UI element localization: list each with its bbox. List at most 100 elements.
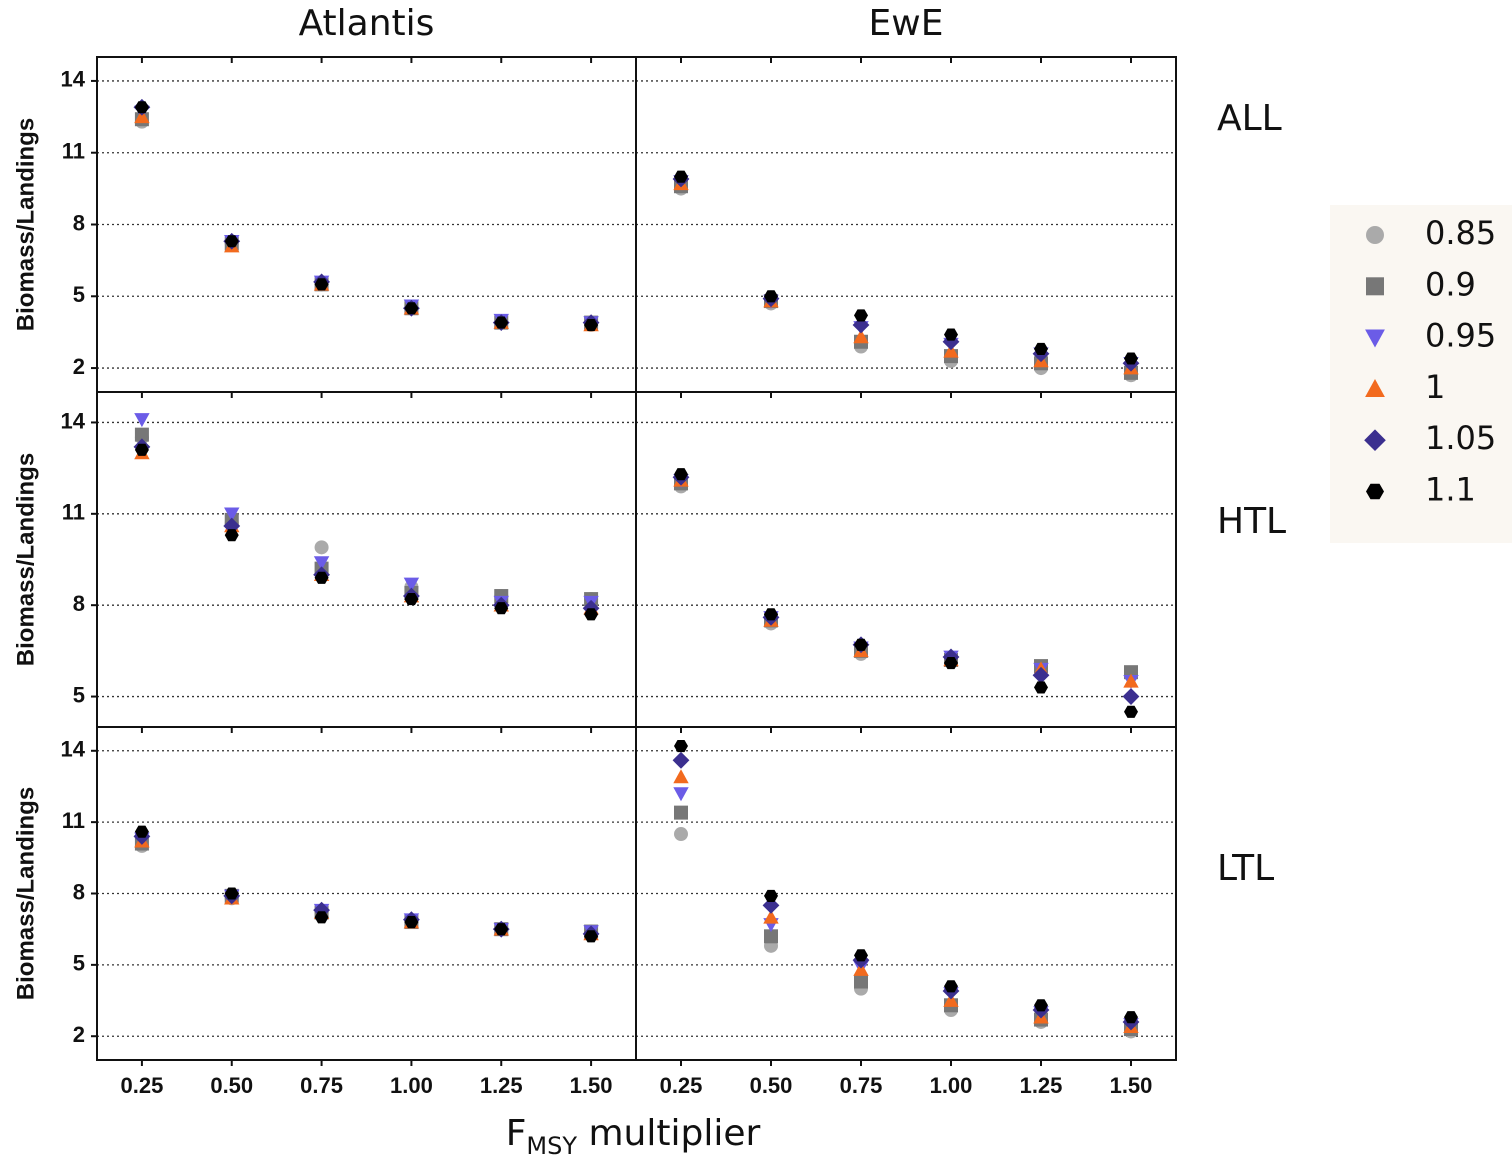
point	[1124, 352, 1138, 365]
point	[224, 887, 239, 900]
legend-label: 1	[1425, 368, 1445, 406]
point	[134, 443, 149, 456]
point	[674, 170, 688, 183]
point	[852, 316, 870, 334]
column-title: EwE	[869, 3, 944, 44]
x-axis-label-part: F	[506, 1113, 527, 1154]
point	[314, 571, 329, 584]
legend-marker	[1365, 379, 1385, 397]
point	[584, 608, 599, 621]
panel-frame	[635, 726, 1177, 1061]
y-tick-label: 8	[73, 210, 85, 235]
point	[762, 896, 780, 914]
point	[134, 413, 150, 428]
x-tick-label: 0.50	[210, 1073, 253, 1098]
x-tick-label: 1.50	[570, 1073, 613, 1098]
point	[314, 278, 329, 291]
y-tick-label: 11	[62, 808, 85, 833]
point	[1124, 705, 1138, 718]
point	[944, 656, 958, 670]
x-tick-label: 1.00	[390, 1073, 433, 1098]
point	[494, 316, 509, 329]
point	[672, 751, 690, 769]
point	[944, 328, 958, 341]
point	[854, 638, 868, 651]
point	[763, 909, 779, 924]
legend-label: 0.95	[1425, 317, 1496, 355]
legend-marker	[1366, 483, 1384, 500]
legend-marker	[1364, 429, 1386, 451]
point	[764, 608, 778, 621]
y-tick-label: 14	[61, 737, 86, 762]
point	[674, 805, 688, 820]
point	[584, 930, 599, 943]
point	[224, 529, 239, 542]
y-tick-label: 2	[73, 354, 85, 379]
y-tick-label: 11	[62, 139, 85, 164]
point	[404, 302, 419, 315]
y-tick-label: 8	[73, 591, 85, 616]
row-label: HTL	[1217, 501, 1286, 542]
y-tick-label: 2	[73, 1022, 85, 1047]
point	[942, 333, 960, 351]
point	[1123, 673, 1139, 688]
y-tick-label: 5	[73, 682, 85, 707]
legend-marker	[1366, 277, 1384, 296]
point	[854, 309, 868, 322]
point	[764, 290, 778, 303]
y-axis-label: Biomass/Landings	[12, 453, 39, 666]
point	[853, 329, 869, 344]
point	[134, 109, 150, 124]
point	[853, 961, 869, 976]
point	[674, 827, 688, 842]
point	[314, 540, 329, 555]
y-axis-label: Biomass/Landings	[12, 118, 39, 331]
point	[404, 915, 419, 929]
point	[134, 825, 149, 838]
point	[314, 911, 329, 924]
point	[854, 974, 868, 989]
point	[944, 980, 958, 993]
x-tick-label: 1.50	[1110, 1073, 1153, 1098]
legend-marker	[1365, 329, 1385, 348]
x-tick-label: 0.25	[121, 1073, 164, 1098]
point	[404, 593, 419, 606]
y-tick-label: 14	[61, 408, 86, 433]
y-tick-label: 8	[73, 879, 85, 904]
y-tick-label: 5	[73, 951, 85, 976]
point	[313, 556, 330, 571]
point	[134, 427, 149, 442]
point	[674, 468, 688, 481]
x-axis-label-part: multiplier	[577, 1113, 760, 1154]
panel-frame	[96, 391, 637, 728]
point	[1034, 342, 1048, 355]
point	[134, 101, 149, 114]
y-tick-label: 5	[73, 282, 85, 307]
x-tick-label: 0.25	[660, 1073, 703, 1098]
row-label: LTL	[1217, 848, 1274, 889]
point	[943, 343, 959, 358]
point	[1034, 999, 1048, 1012]
point	[403, 577, 420, 592]
panel-frame	[635, 391, 1177, 728]
x-tick-label: 0.75	[840, 1073, 883, 1098]
y-tick-label: 14	[61, 67, 86, 92]
x-tick-label: 1.25	[480, 1073, 523, 1098]
point	[854, 949, 868, 962]
legend-label: 1.05	[1425, 419, 1496, 457]
point	[674, 739, 688, 753]
point	[1032, 666, 1050, 684]
point	[1122, 688, 1140, 705]
point	[224, 235, 239, 248]
point	[584, 318, 599, 332]
point	[673, 769, 689, 784]
x-axis-label-part: MSY	[526, 1132, 577, 1160]
x-tick-label: 1.25	[1020, 1073, 1063, 1098]
legend-box	[1330, 205, 1512, 543]
x-axis-label: FMSY multiplier	[506, 1113, 761, 1160]
point	[1124, 1011, 1138, 1024]
row-label: ALL	[1217, 98, 1282, 139]
point	[223, 517, 241, 535]
legend-label: 1.1	[1425, 471, 1476, 509]
